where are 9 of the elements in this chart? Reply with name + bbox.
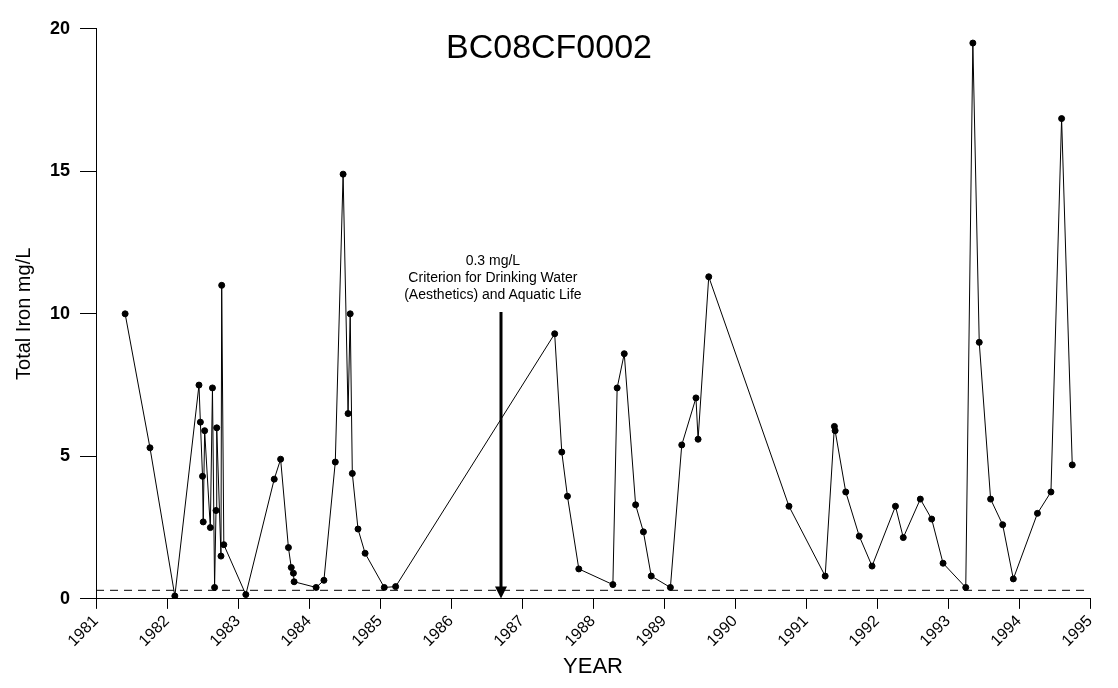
y-tick-label: 0 — [60, 587, 71, 608]
annotation: 0.3 mg/L Criterion for Drinking Water (Aesthetics) and Aquatic Life — [404, 251, 582, 302]
chart-title: BC08CF0002 — [445, 26, 653, 65]
y-tick-label: 20 — [49, 17, 71, 38]
y-tick-label: 15 — [49, 160, 71, 181]
y-axis-title: Total Iron mg/L — [11, 247, 34, 380]
x-axis-title: YEAR — [563, 652, 623, 678]
y-tick-label: 10 — [49, 302, 71, 323]
y-tick-label: 5 — [60, 445, 71, 466]
